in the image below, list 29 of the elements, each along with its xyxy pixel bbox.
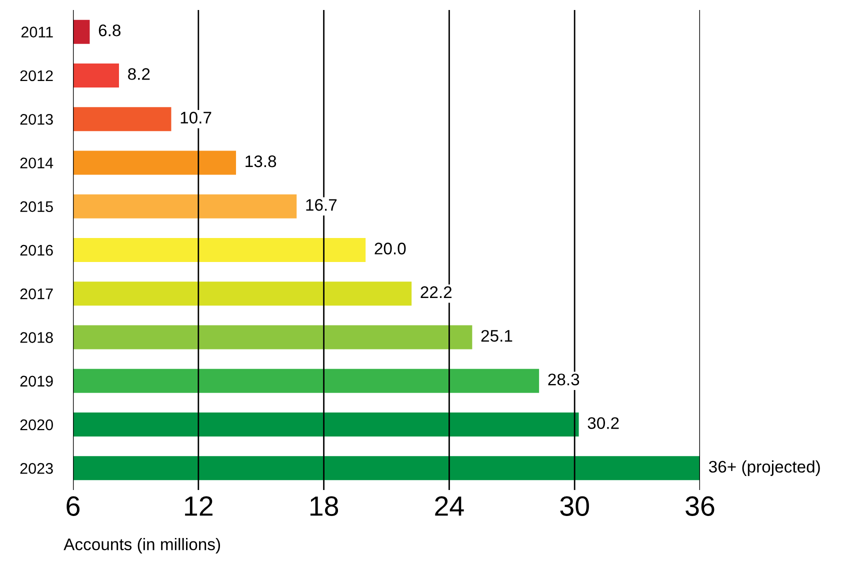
data-label: 36+ (projected) — [708, 460, 820, 476]
data-label: 16.7 — [306, 199, 337, 211]
x-tick-label: 24 — [435, 496, 464, 516]
y-tick-label: 2014 — [20, 158, 54, 168]
data-label: 13.8 — [246, 155, 276, 168]
x-tick-label: 6 — [66, 496, 80, 516]
data-label: 6.8 — [98, 24, 120, 36]
y-tick-label: 2013 — [20, 114, 53, 125]
y-tick-label: 2018 — [20, 332, 53, 343]
data-label: 10.7 — [180, 112, 212, 124]
x-tick-label: 12 — [185, 496, 212, 516]
data-label: 20.0 — [374, 242, 406, 254]
data-label: 30.2 — [588, 417, 619, 430]
y-tick-label: 2011 — [21, 26, 53, 38]
data-label: 8.2 — [128, 68, 150, 80]
y-tick-label: 2012 — [20, 70, 53, 82]
y-tick-label: 2023 — [20, 463, 53, 474]
data-label: 25.1 — [481, 330, 512, 342]
data-label: 22.2 — [420, 286, 452, 298]
y-tick-label: 2016 — [20, 244, 53, 256]
x-tick-label: 18 — [310, 496, 338, 516]
data-label: 28.3 — [548, 374, 580, 386]
y-tick-label: 2019 — [20, 376, 53, 387]
y-tick-label: 2020 — [20, 419, 53, 430]
x-tick-label: 30 — [560, 496, 589, 516]
x-axis-title: Accounts (in millions) — [64, 538, 220, 554]
y-tick-label: 2017 — [20, 288, 53, 300]
y-tick-label: 2015 — [20, 201, 53, 212]
x-tick-label: 36 — [686, 496, 714, 516]
